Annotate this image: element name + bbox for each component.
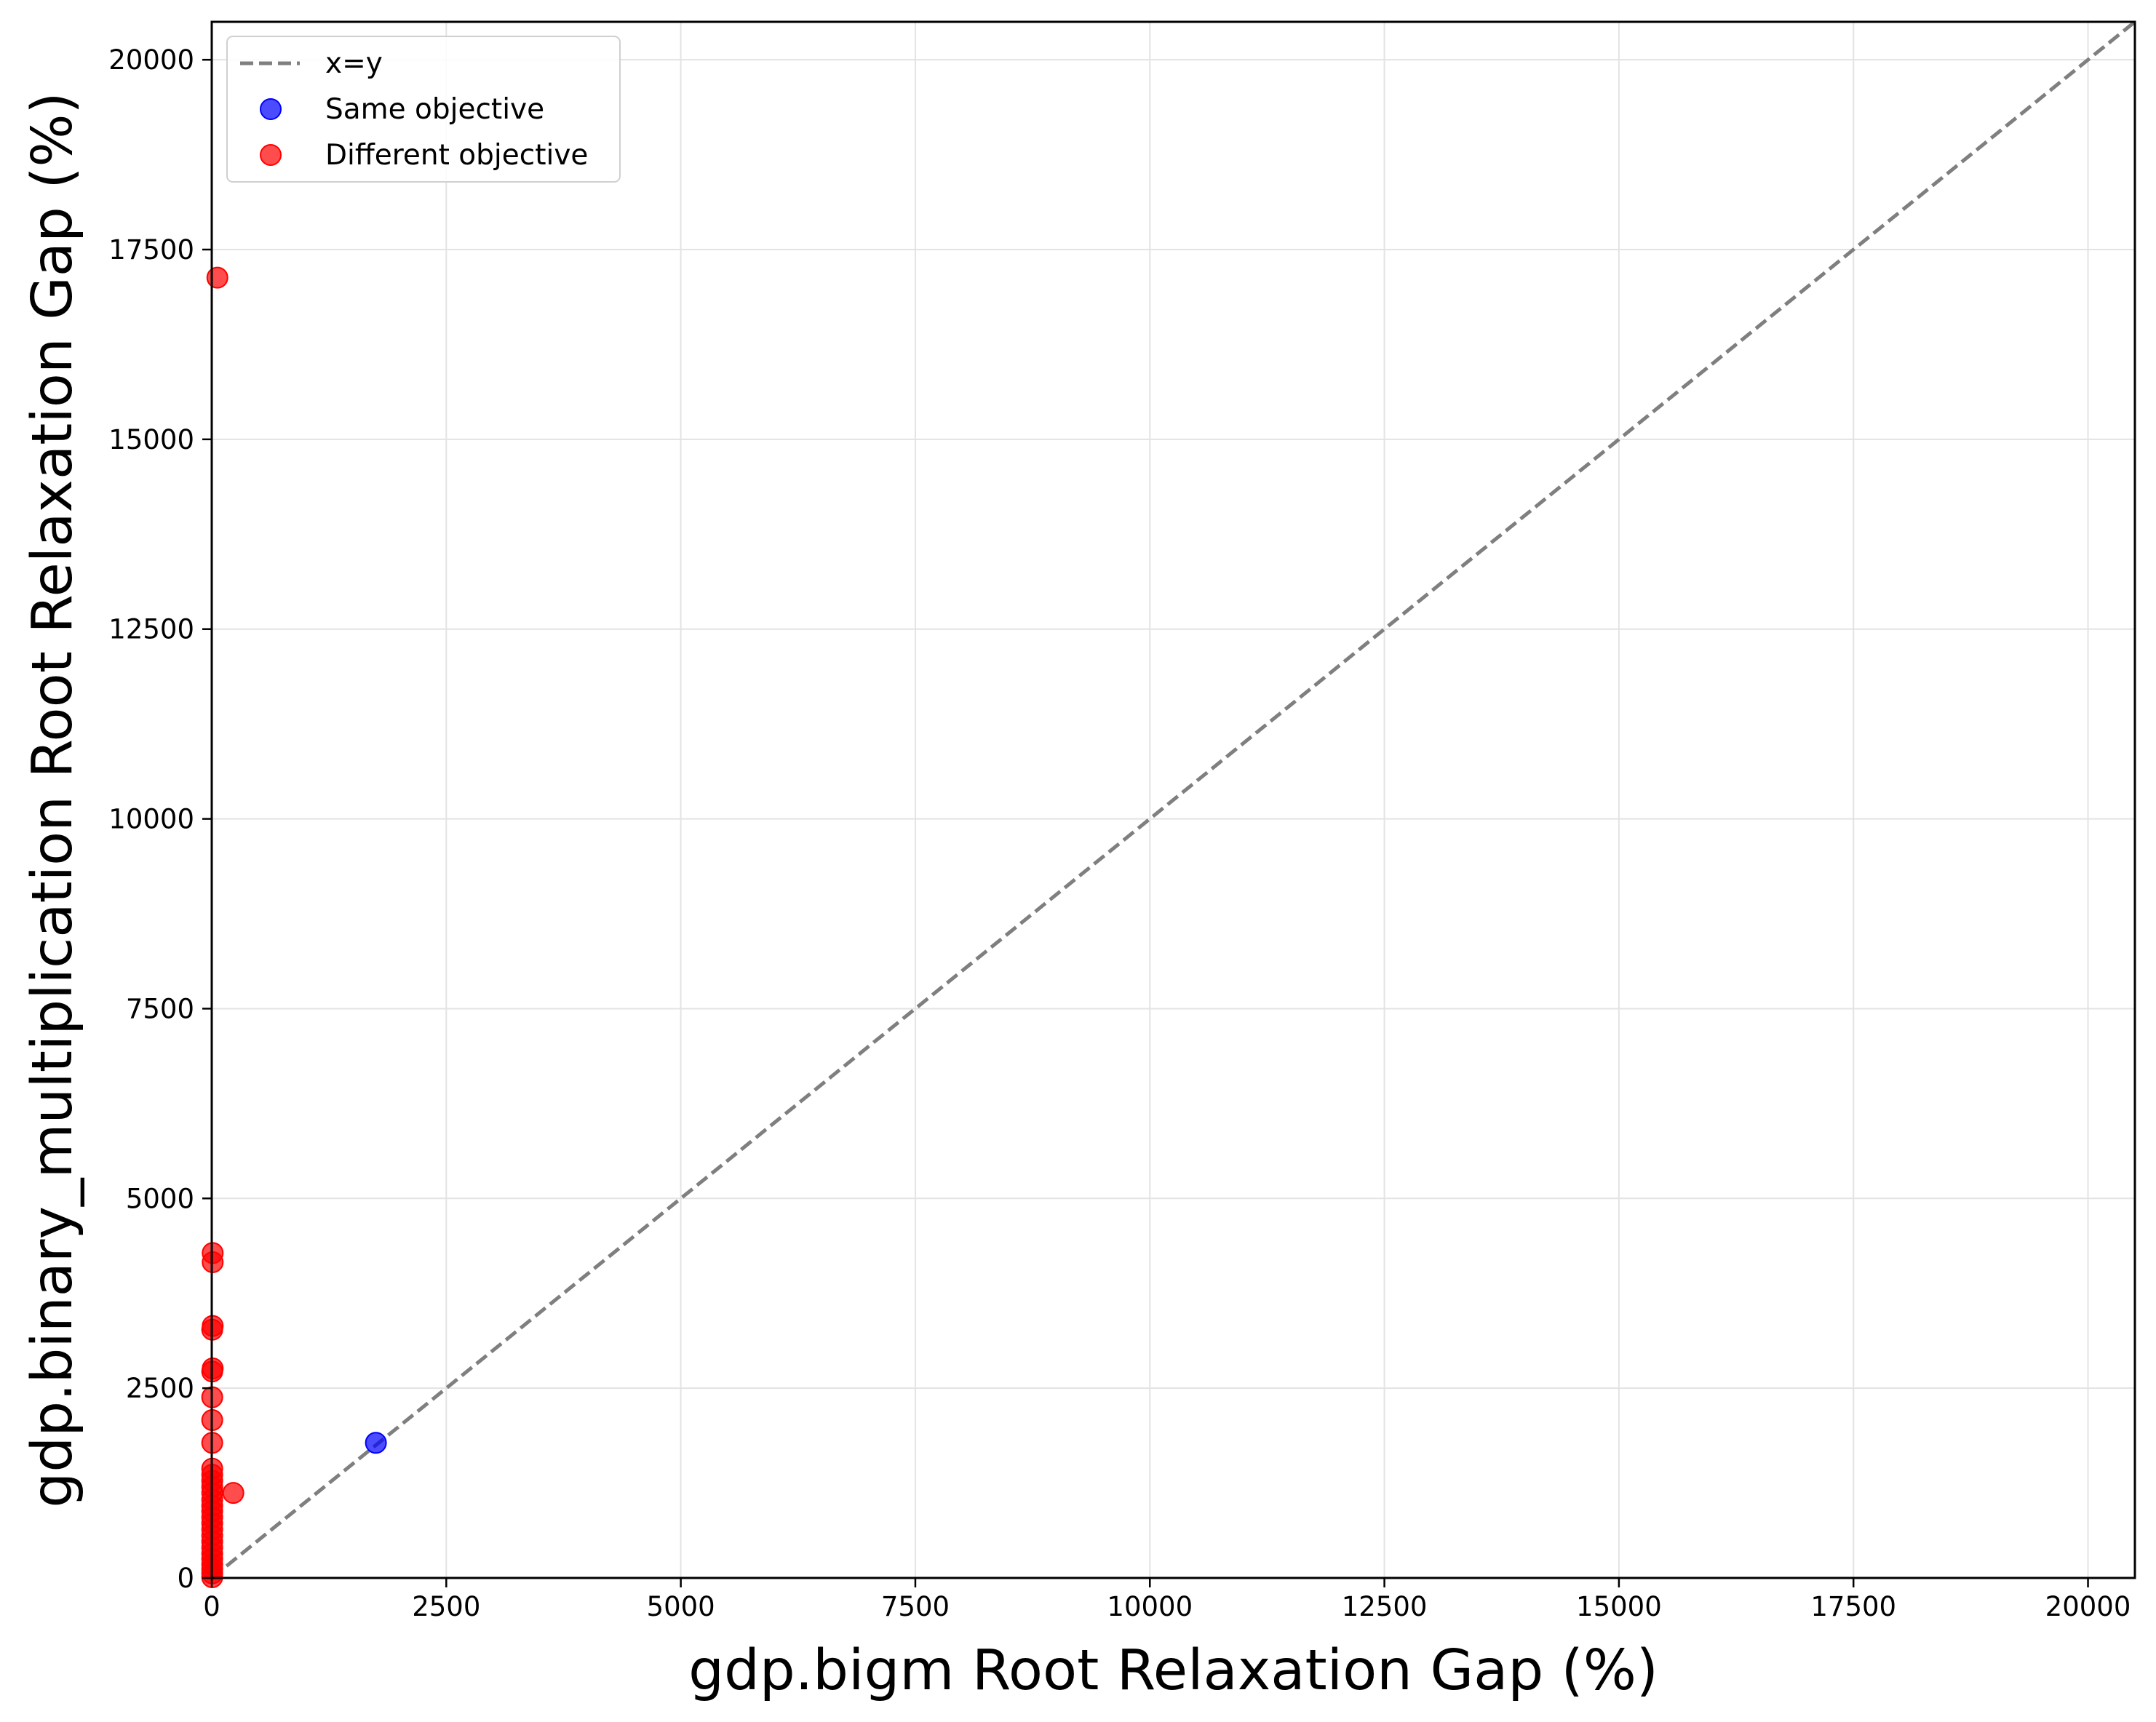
legend-marker-same-objective (260, 98, 282, 120)
x-tick-label: 12500 (1342, 1591, 1428, 1622)
y-tick-label: 20000 (108, 44, 194, 76)
x-tick-label: 20000 (2045, 1591, 2131, 1622)
data-point (222, 1482, 244, 1504)
reference-line-layer (210, 20, 2136, 1579)
legend-label-ref-line: x=y (325, 47, 383, 80)
y-tick-label: 2500 (126, 1373, 194, 1404)
x-axis-title: gdp.bigm Root Relaxation Gap (%) (688, 1638, 1658, 1703)
legend-box (226, 36, 621, 183)
reference-line-xy (210, 20, 2136, 1579)
y-tick-label: 0 (177, 1563, 194, 1594)
y-tick-label: 15000 (108, 424, 194, 455)
legend-label-same-objective: Same objective (325, 93, 544, 126)
y-tick-label: 12500 (108, 614, 194, 645)
legend-label-different-objective: Different objective (325, 139, 588, 172)
x-tick-label: 2500 (412, 1591, 480, 1622)
legend-marker-different-objective (260, 144, 282, 166)
gridlines (211, 22, 2135, 1579)
x-tick-label: 5000 (647, 1591, 715, 1622)
y-tick-label: 10000 (108, 804, 194, 835)
y-tick-label: 5000 (126, 1183, 194, 1214)
axis-ticks: 0 2500 5000 7500 10000 12500 15000 17500 20000 0 2… (108, 44, 2131, 1622)
x-tick-label: 7500 (881, 1591, 950, 1622)
y-tick-label: 7500 (126, 993, 194, 1024)
legend: x=y Same objective Different objective (226, 36, 621, 183)
x-tick-label: 17500 (1810, 1591, 1896, 1622)
series-same-objective (365, 1432, 387, 1454)
data-point (365, 1432, 387, 1454)
y-axis-title: gdp.binary_multiplication Root Relaxatio… (20, 92, 85, 1507)
x-tick-label: 15000 (1576, 1591, 1662, 1622)
x-tick-label: 10000 (1107, 1591, 1193, 1622)
x-tick-label: 0 (203, 1591, 220, 1622)
data-point (206, 266, 228, 289)
y-tick-label: 17500 (108, 234, 194, 266)
plot-frame (210, 20, 2136, 1579)
